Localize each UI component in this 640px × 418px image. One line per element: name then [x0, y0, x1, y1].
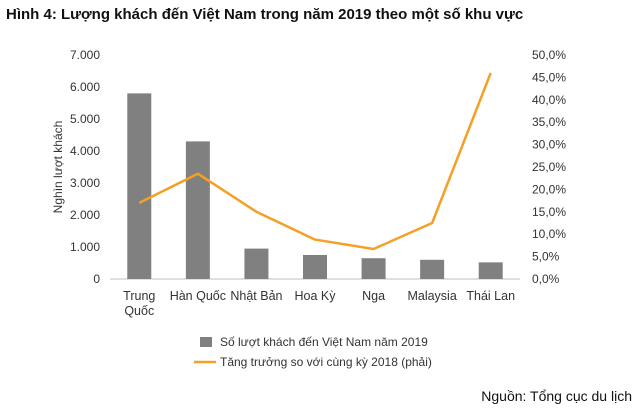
y-left-tick-label: 6.000: [70, 80, 100, 94]
y-left-tick-label: 7.000: [70, 48, 100, 62]
x-tick-label: Nga: [362, 289, 385, 303]
x-tick-label: Thái Lan: [466, 289, 515, 303]
y-left-tick-label: 3.000: [70, 176, 100, 190]
bar: [303, 255, 327, 279]
bar: [127, 93, 152, 280]
growth-line: [138, 72, 492, 251]
chart-title: Hình 4: Lượng khách đến Việt Nam trong n…: [6, 6, 524, 23]
y-right-tick-label: 5,0%: [532, 250, 560, 264]
y-right-tick-label: 45,0%: [532, 70, 566, 84]
x-tick-label: Malaysia: [407, 289, 456, 303]
y-right-tick-label: 25,0%: [532, 160, 566, 174]
y-right-tick-label: 20,0%: [532, 182, 566, 196]
y-right-tick-label: 30,0%: [532, 138, 566, 152]
bar-series: [127, 93, 503, 280]
bar: [244, 248, 269, 279]
y-left-tick-label: 0: [93, 272, 100, 286]
y-right-tick-label: 50,0%: [532, 48, 566, 62]
x-tick-label: Nhật Bản: [230, 289, 282, 303]
bar: [185, 141, 210, 279]
y-left-tick-label: 2.000: [70, 208, 100, 222]
y-right-tick-label: 15,0%: [532, 205, 566, 219]
bar: [420, 259, 445, 279]
bar: [361, 258, 386, 279]
right-axis: 0,0% 5,0% 10,0% 15,0% 20,0% 25,0% 30,0% 35,0% 40…: [532, 48, 566, 286]
x-tick-label: Hàn Quốc: [170, 289, 226, 303]
legend-line-label: Tăng trưởng so với cùng kỳ 2018 (phải): [220, 355, 432, 369]
y-right-tick-label: 0,0%: [532, 272, 560, 286]
y-right-tick-label: 10,0%: [532, 227, 566, 241]
y-right-tick-label: 40,0%: [532, 93, 566, 107]
y-axis-label: Nghìn lượt khách: [51, 121, 65, 214]
legend-bar-label: Số lượt khách đến Việt Nam năm 2019: [220, 335, 428, 349]
y-right-tick-label: 35,0%: [532, 115, 566, 129]
x-tick-label: Hoa Kỳ: [295, 289, 337, 303]
bar: [478, 262, 503, 279]
x-tick-label: Trung: [123, 289, 155, 303]
left-axis: 0 1.000 2.000 3.000 4.000 5.000 6.000 7.000: [70, 48, 100, 286]
y-left-tick-label: 4.000: [70, 144, 100, 158]
x-tick-label: Quốc: [124, 304, 154, 318]
y-left-tick-label: 5.000: [70, 112, 100, 126]
legend-bar-swatch: [200, 337, 212, 347]
legend: Số lượt khách đến Việt Nam năm 2019 Tăng…: [194, 335, 432, 369]
source-note: Nguồn: Tổng cục du lịch: [481, 388, 632, 404]
y-left-tick-label: 1.000: [70, 240, 100, 254]
